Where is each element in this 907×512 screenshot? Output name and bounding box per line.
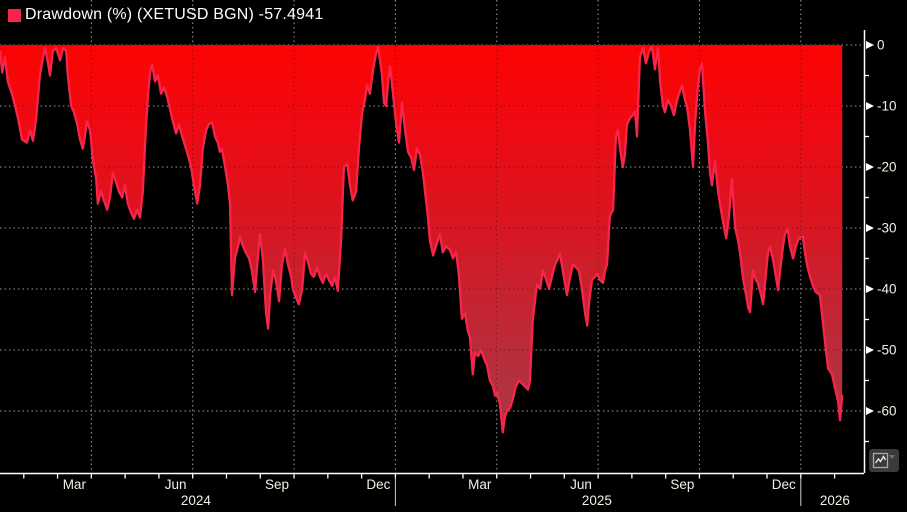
y-axis-label: -60 bbox=[877, 404, 897, 419]
x-month-label: Dec bbox=[772, 477, 796, 492]
chart-type-button[interactable] bbox=[869, 449, 899, 472]
x-year-label: 2026 bbox=[820, 493, 850, 508]
x-month-label: Sep bbox=[670, 477, 694, 492]
drawdown-area bbox=[0, 45, 843, 433]
x-year-label: 2024 bbox=[181, 493, 212, 508]
y-tick-arrow-icon bbox=[866, 163, 874, 171]
drawdown-line bbox=[0, 45, 844, 434]
y-tick-arrow-icon bbox=[866, 41, 874, 49]
y-axis-label: -50 bbox=[877, 343, 897, 358]
chart-title: Drawdown (%) (XETUSD BGN) -57.4941 bbox=[25, 6, 324, 23]
y-axis-label: -40 bbox=[877, 282, 897, 297]
y-tick-arrow-icon bbox=[866, 102, 874, 110]
y-axis-label: -20 bbox=[877, 160, 897, 175]
x-month-label: Jun bbox=[165, 477, 187, 492]
x-month-label: Mar bbox=[468, 477, 492, 492]
y-axis-label: -10 bbox=[877, 99, 897, 114]
x-month-label: Sep bbox=[265, 477, 289, 492]
y-tick-arrow-icon bbox=[866, 285, 874, 293]
y-tick-arrow-icon bbox=[866, 346, 874, 354]
x-month-label: Dec bbox=[366, 477, 390, 492]
y-tick-arrow-icon bbox=[866, 224, 874, 232]
y-axis-label: -30 bbox=[877, 221, 897, 236]
y-tick-arrow-icon bbox=[866, 407, 874, 415]
chart-legend-titlebar: Drawdown (%) (XETUSD BGN) -57.4941 bbox=[0, 0, 907, 30]
x-year-label: 2025 bbox=[582, 493, 612, 508]
x-month-label: Jun bbox=[570, 477, 592, 492]
x-month-label: Mar bbox=[63, 477, 87, 492]
legend-swatch bbox=[8, 8, 21, 22]
line-chart-icon bbox=[872, 452, 895, 469]
axes: 0 -10 -20 -30 -40 -50 -60 Mar Jun Sep Dec Mar Jun Sep… bbox=[0, 30, 897, 508]
y-axis-label: 0 bbox=[877, 38, 885, 53]
